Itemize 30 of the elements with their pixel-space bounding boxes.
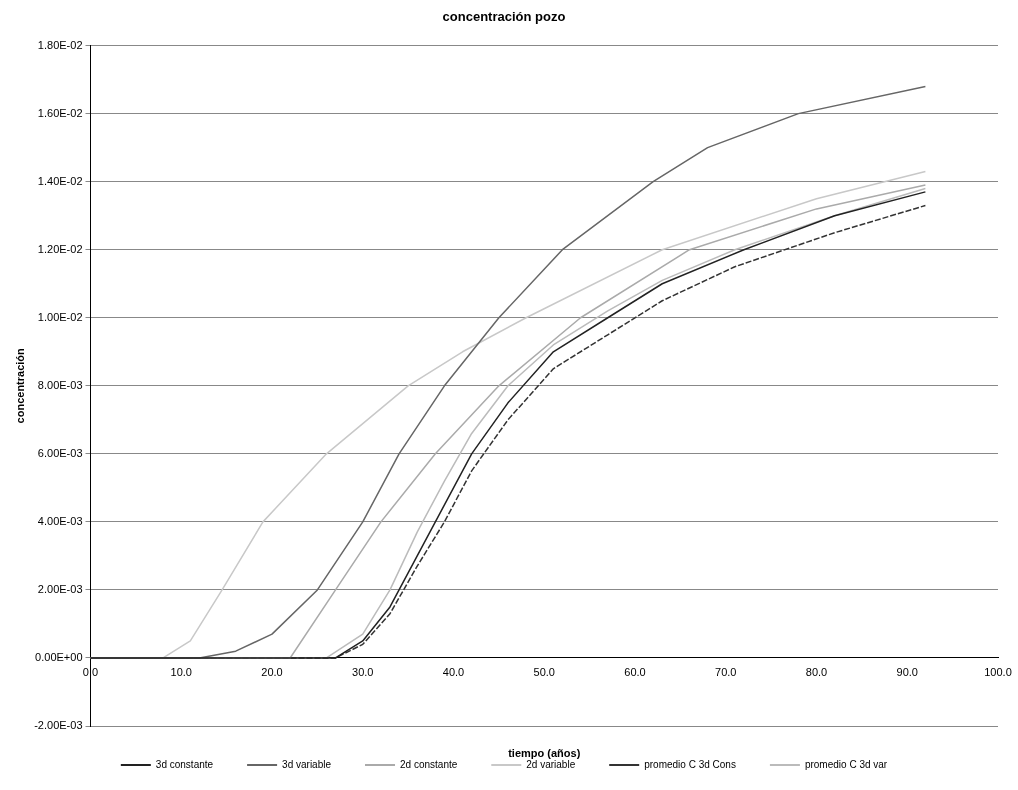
x-tick-label: 60.0 — [624, 665, 646, 678]
x-tick-label: 80.0 — [805, 665, 828, 678]
legend-label: promedio C 3d var — [804, 758, 888, 770]
legend-label: 3d variable — [282, 758, 332, 770]
x-tick-label: 40.0 — [442, 665, 465, 678]
y-tick-label: 2.00E-03 — [37, 582, 83, 595]
x-tick-label: 100.0 — [984, 665, 1012, 678]
y-tick-label: 6.00E-03 — [37, 446, 83, 459]
legend-label: 3d constante — [155, 758, 214, 770]
y-axis-title: concentración — [13, 347, 26, 424]
x-tick-label: 70.0 — [715, 665, 737, 678]
y-tick-label: 1.20E-02 — [37, 242, 83, 255]
x-axis-title: tiempo (años) — [508, 747, 581, 760]
y-tick-label: 4.00E-03 — [37, 514, 83, 527]
legend-label: promedio C 3d Cons — [644, 758, 736, 770]
y-tick-label: -2.00E-03 — [34, 719, 83, 732]
y-tick-label: 1.00E-02 — [37, 310, 83, 323]
x-tick-label: 10.0 — [170, 665, 192, 678]
x-tick-label: 30.0 — [352, 665, 374, 678]
y-tick-label: 0.00E+00 — [35, 650, 83, 663]
x-tick-label: 20.0 — [261, 665, 283, 678]
x-tick-label: 50.0 — [533, 665, 555, 678]
chart-title: concentración pozo — [442, 9, 566, 25]
y-tick-label: 8.00E-03 — [37, 378, 83, 391]
legend-label: 2d constante — [400, 758, 458, 770]
y-tick-label: 1.40E-02 — [37, 174, 83, 187]
legend-label: 2d variable — [526, 758, 576, 770]
x-tick-label: 90.0 — [896, 665, 918, 678]
y-tick-label: 1.80E-02 — [37, 38, 83, 51]
y-tick-label: 1.60E-02 — [37, 106, 83, 119]
